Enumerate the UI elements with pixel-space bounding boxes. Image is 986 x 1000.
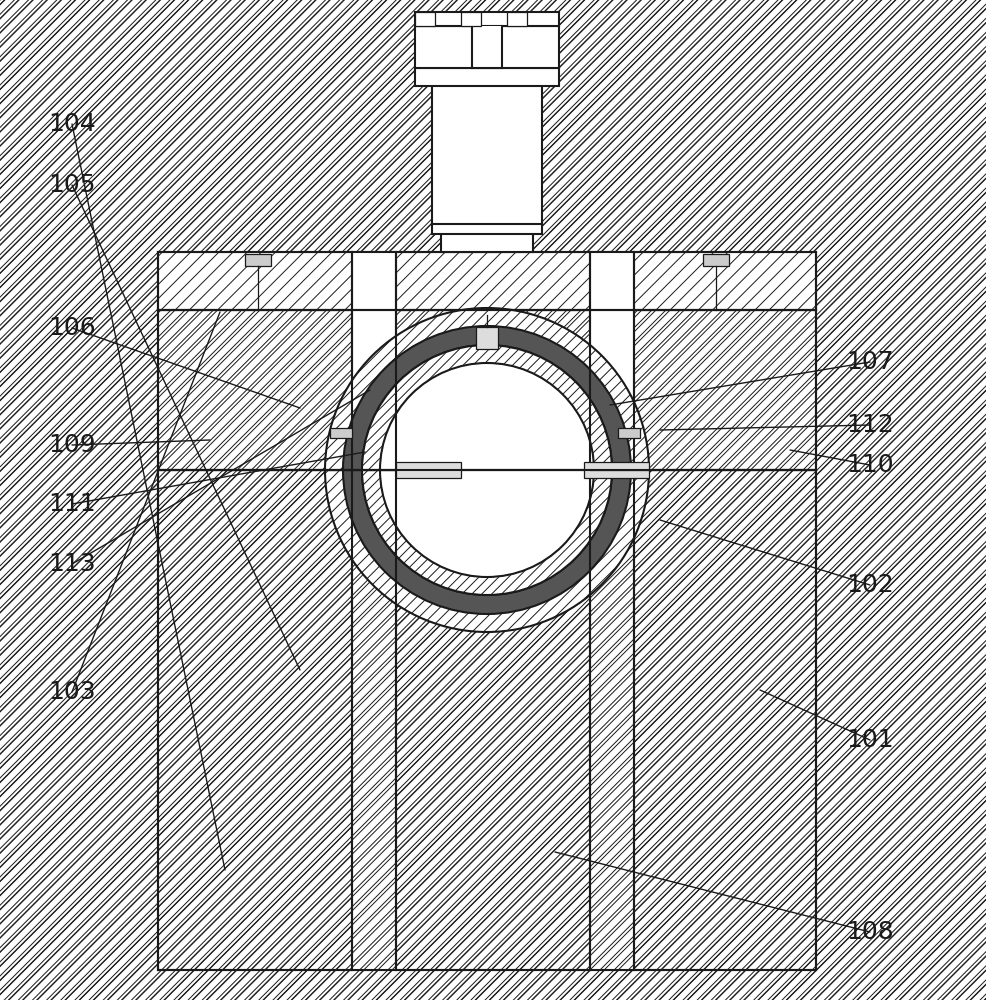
- Text: 104: 104: [48, 112, 96, 136]
- Bar: [158, 470, 815, 970]
- Text: 106: 106: [48, 316, 96, 340]
- Text: 101: 101: [845, 728, 893, 752]
- Bar: [584, 462, 649, 478]
- Bar: [590, 310, 633, 470]
- Bar: [702, 254, 729, 266]
- Text: 107: 107: [845, 350, 893, 374]
- Ellipse shape: [362, 345, 611, 595]
- Bar: [158, 252, 815, 310]
- Text: 112: 112: [845, 413, 893, 437]
- Bar: [590, 252, 633, 310]
- Bar: [471, 26, 502, 68]
- Text: 109: 109: [48, 433, 96, 457]
- Ellipse shape: [324, 308, 649, 632]
- Text: 108: 108: [845, 920, 893, 944]
- Ellipse shape: [380, 363, 594, 577]
- Text: 113: 113: [48, 552, 96, 576]
- Bar: [460, 12, 480, 26]
- Bar: [590, 470, 633, 970]
- Bar: [617, 428, 639, 438]
- Bar: [352, 470, 395, 970]
- Text: 102: 102: [845, 573, 893, 597]
- Text: 110: 110: [845, 453, 893, 477]
- Bar: [414, 68, 558, 86]
- Bar: [158, 310, 815, 470]
- Bar: [432, 222, 541, 234]
- Bar: [245, 254, 271, 266]
- Bar: [395, 462, 460, 478]
- Text: 111: 111: [48, 492, 96, 516]
- Bar: [432, 76, 541, 224]
- Ellipse shape: [362, 345, 611, 595]
- Bar: [352, 252, 395, 310]
- Bar: [352, 310, 395, 470]
- Bar: [414, 26, 558, 68]
- Bar: [414, 12, 558, 26]
- Bar: [507, 12, 527, 26]
- Ellipse shape: [343, 326, 630, 614]
- Bar: [475, 327, 498, 349]
- Bar: [414, 12, 435, 26]
- Bar: [329, 428, 352, 438]
- Text: 105: 105: [48, 173, 96, 197]
- Bar: [441, 230, 532, 252]
- Text: 103: 103: [48, 680, 96, 704]
